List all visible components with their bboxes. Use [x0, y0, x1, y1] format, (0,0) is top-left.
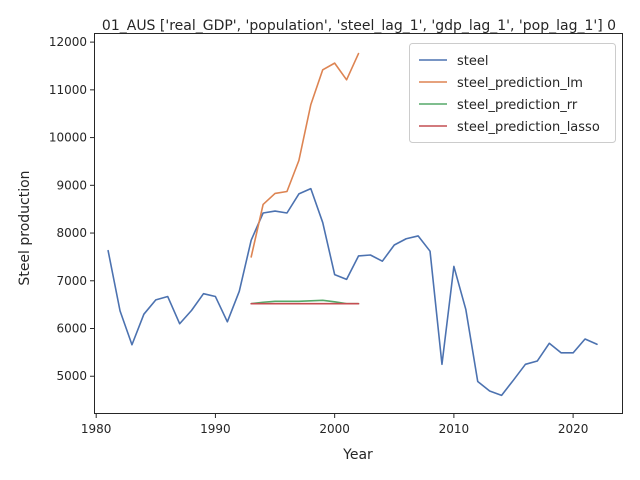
- x-tick-label: 2010: [439, 422, 470, 436]
- plot-area: [94, 33, 623, 414]
- x-axis: 1980 1990 2000 2010 2020: [81, 413, 588, 436]
- y-tick-label: 11000: [49, 83, 87, 97]
- y-tick-label: 9000: [56, 178, 87, 192]
- y-tick-label: 12000: [49, 35, 87, 49]
- legend-label-steel-prediction-lm: steel_prediction_lm: [457, 76, 583, 91]
- y-tick-label: 6000: [56, 322, 87, 336]
- series-line-steel-prediction-rr: [250, 299, 360, 305]
- y-tick-label: 7000: [56, 274, 87, 288]
- x-tick-label: 2020: [558, 422, 589, 436]
- legend-label-steel: steel: [457, 54, 488, 69]
- x-tick-label: 1980: [81, 422, 112, 436]
- legend-label-steel-prediction-lasso: steel_prediction_lasso: [457, 120, 600, 135]
- plot-frame: [94, 33, 623, 414]
- chart-title: 01_AUS ['real_GDP', 'population', 'steel…: [102, 18, 616, 34]
- legend-label-steel-prediction-rr: steel_prediction_rr: [457, 98, 578, 113]
- x-tick-label: 1990: [200, 422, 231, 436]
- y-tick-label: 5000: [56, 369, 87, 383]
- legend: steel steel_prediction_lm steel_prediction…: [409, 43, 616, 143]
- y-tick-label: 8000: [56, 226, 87, 240]
- legend-box: [409, 43, 616, 143]
- series-layer: [107, 52, 598, 397]
- y-axis-label: Steel production: [17, 170, 33, 285]
- x-tick-label: 2000: [319, 422, 350, 436]
- series-line-steel-prediction-lm: [250, 52, 360, 258]
- y-tick-label: 10000: [49, 131, 87, 145]
- series-line-steel: [107, 187, 598, 397]
- x-axis-label: Year: [342, 447, 373, 463]
- y-axis: 5000 6000 7000 8000 9000 10000 11000 12000: [49, 35, 95, 383]
